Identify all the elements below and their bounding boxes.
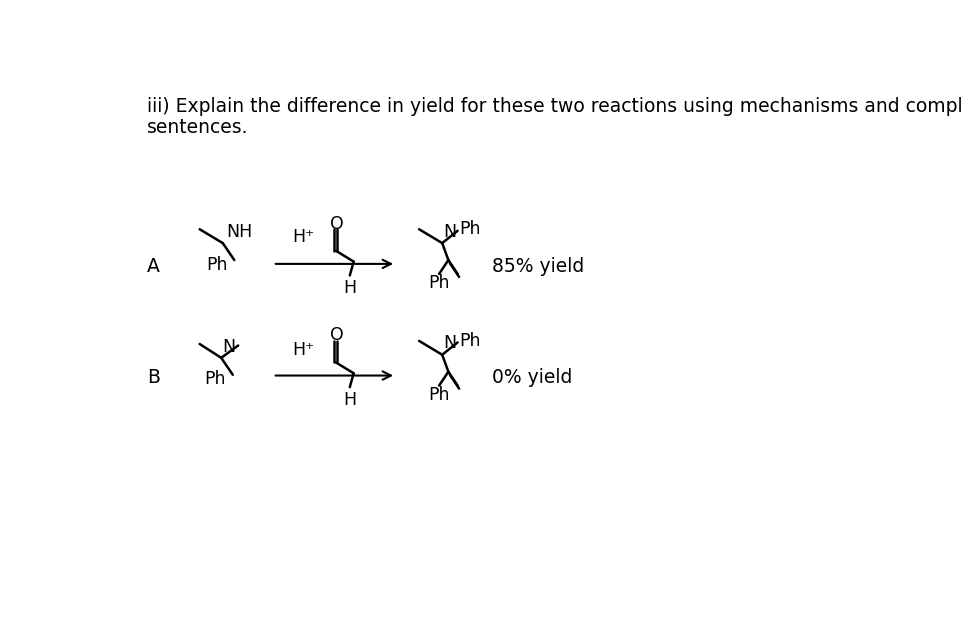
Text: Ph: Ph <box>458 220 480 238</box>
Text: N: N <box>442 334 456 352</box>
Text: O: O <box>330 215 343 233</box>
Text: B: B <box>147 367 160 387</box>
Text: O: O <box>330 327 343 344</box>
Text: 0% yield: 0% yield <box>492 367 572 387</box>
Text: H: H <box>343 391 356 409</box>
Text: H⁺: H⁺ <box>292 228 314 246</box>
Text: NH: NH <box>226 223 252 241</box>
Text: Ph: Ph <box>428 386 450 404</box>
Text: H: H <box>343 279 356 297</box>
Text: sentences.: sentences. <box>147 118 249 137</box>
Text: Ph: Ph <box>204 371 226 388</box>
Text: Ph: Ph <box>428 274 450 292</box>
Text: Ph: Ph <box>206 256 227 273</box>
Text: 85% yield: 85% yield <box>492 256 584 276</box>
Text: iii) Explain the difference in yield for these two reactions using mechanisms an: iii) Explain the difference in yield for… <box>147 97 961 116</box>
Text: A: A <box>147 256 160 276</box>
Text: Ph: Ph <box>458 332 480 350</box>
Text: N: N <box>442 223 456 241</box>
Text: N: N <box>222 337 234 356</box>
Text: H⁺: H⁺ <box>292 341 314 359</box>
